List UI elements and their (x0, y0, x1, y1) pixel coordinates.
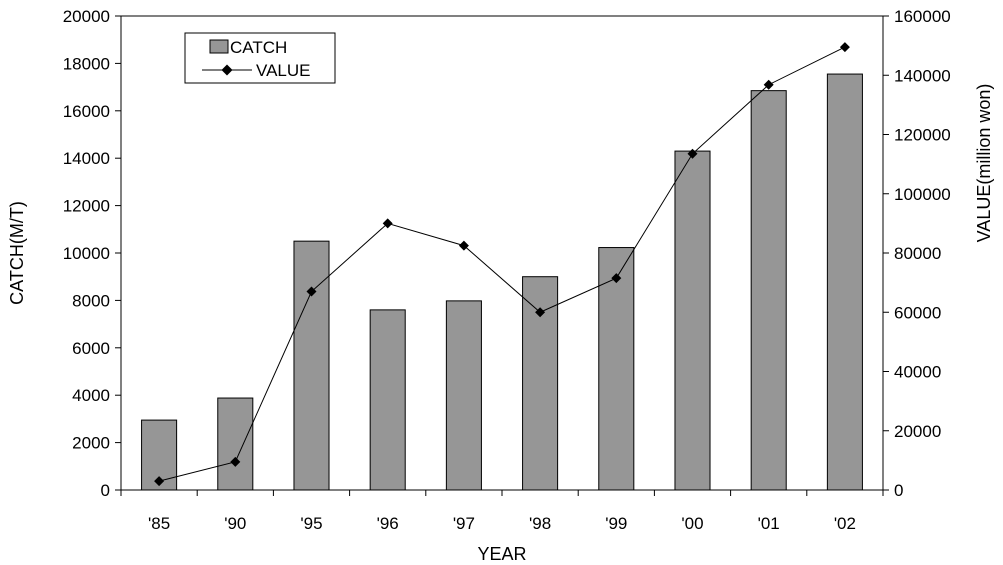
value-point (839, 42, 850, 53)
value-point (230, 456, 241, 467)
x-tick-label: '01 (758, 514, 780, 533)
y2-tick-label: 120000 (894, 126, 951, 145)
value-point (306, 286, 317, 297)
x-tick-label: '02 (834, 514, 856, 533)
x-tick-label: '97 (453, 514, 475, 533)
legend-swatch-catch (209, 39, 229, 54)
y-axis-title-left: CATCH(M/T) (7, 201, 27, 305)
y2-tick-label: 20000 (894, 422, 941, 441)
value-line-series (154, 42, 850, 487)
catch-bars (141, 73, 863, 491)
y-tick-label: 4000 (72, 386, 110, 405)
bar-catch (750, 90, 787, 491)
axes: 0 2000 4000 6000 8000 10000 12000 14000 16000 180… (63, 7, 951, 533)
y-tick-label: 10000 (63, 244, 110, 263)
y2-tick-label: 160000 (894, 7, 951, 26)
x-tick-label: '95 (300, 514, 322, 533)
value-point (154, 476, 165, 487)
x-tick-label: '00 (681, 514, 703, 533)
value-point (687, 148, 698, 159)
y2-tick-label: 140000 (894, 66, 951, 85)
y-tick-label: 18000 (63, 54, 110, 73)
bar-catch (217, 397, 254, 491)
y2-tick-label: 80000 (894, 244, 941, 263)
x-tick-label: '98 (529, 514, 551, 533)
y2-tick-label: 40000 (894, 363, 941, 382)
y-tick-label: 14000 (63, 149, 110, 168)
bar-catch (445, 300, 482, 491)
y-tick-label: 6000 (72, 339, 110, 358)
y2-tick-label: 0 (894, 481, 903, 500)
legend: CATCH VALUE (184, 32, 336, 84)
y-tick-label: 20000 (63, 7, 110, 26)
value-point (763, 79, 774, 90)
value-line (158, 46, 846, 482)
legend-label-catch: CATCH (230, 38, 287, 57)
value-point (458, 240, 469, 251)
bar-catch (826, 73, 863, 491)
bar-catch (598, 247, 635, 491)
x-tick-label: '85 (148, 514, 170, 533)
x-axis-title: YEAR (477, 544, 526, 564)
legend-label-value: VALUE (256, 61, 311, 80)
legend-marker-value (221, 64, 233, 76)
y-tick-label: 8000 (72, 291, 110, 310)
bar-catch (369, 309, 406, 491)
bar-catch (293, 240, 330, 491)
y-tick-label: 12000 (63, 197, 110, 216)
bar-catch (674, 150, 711, 491)
value-point (382, 218, 393, 229)
value-point (535, 307, 546, 318)
x-tick-label: '96 (377, 514, 399, 533)
x-tick-label: '90 (224, 514, 246, 533)
y-tick-label: 16000 (63, 102, 110, 121)
y-tick-label: 2000 (72, 434, 110, 453)
y-axis-title-right: VALUE(million won) (974, 84, 994, 243)
value-point (611, 273, 622, 284)
x-tick-label: '99 (605, 514, 627, 533)
y2-tick-label: 100000 (894, 185, 951, 204)
y-tick-label: 0 (101, 481, 110, 500)
y2-tick-label: 60000 (894, 303, 941, 322)
